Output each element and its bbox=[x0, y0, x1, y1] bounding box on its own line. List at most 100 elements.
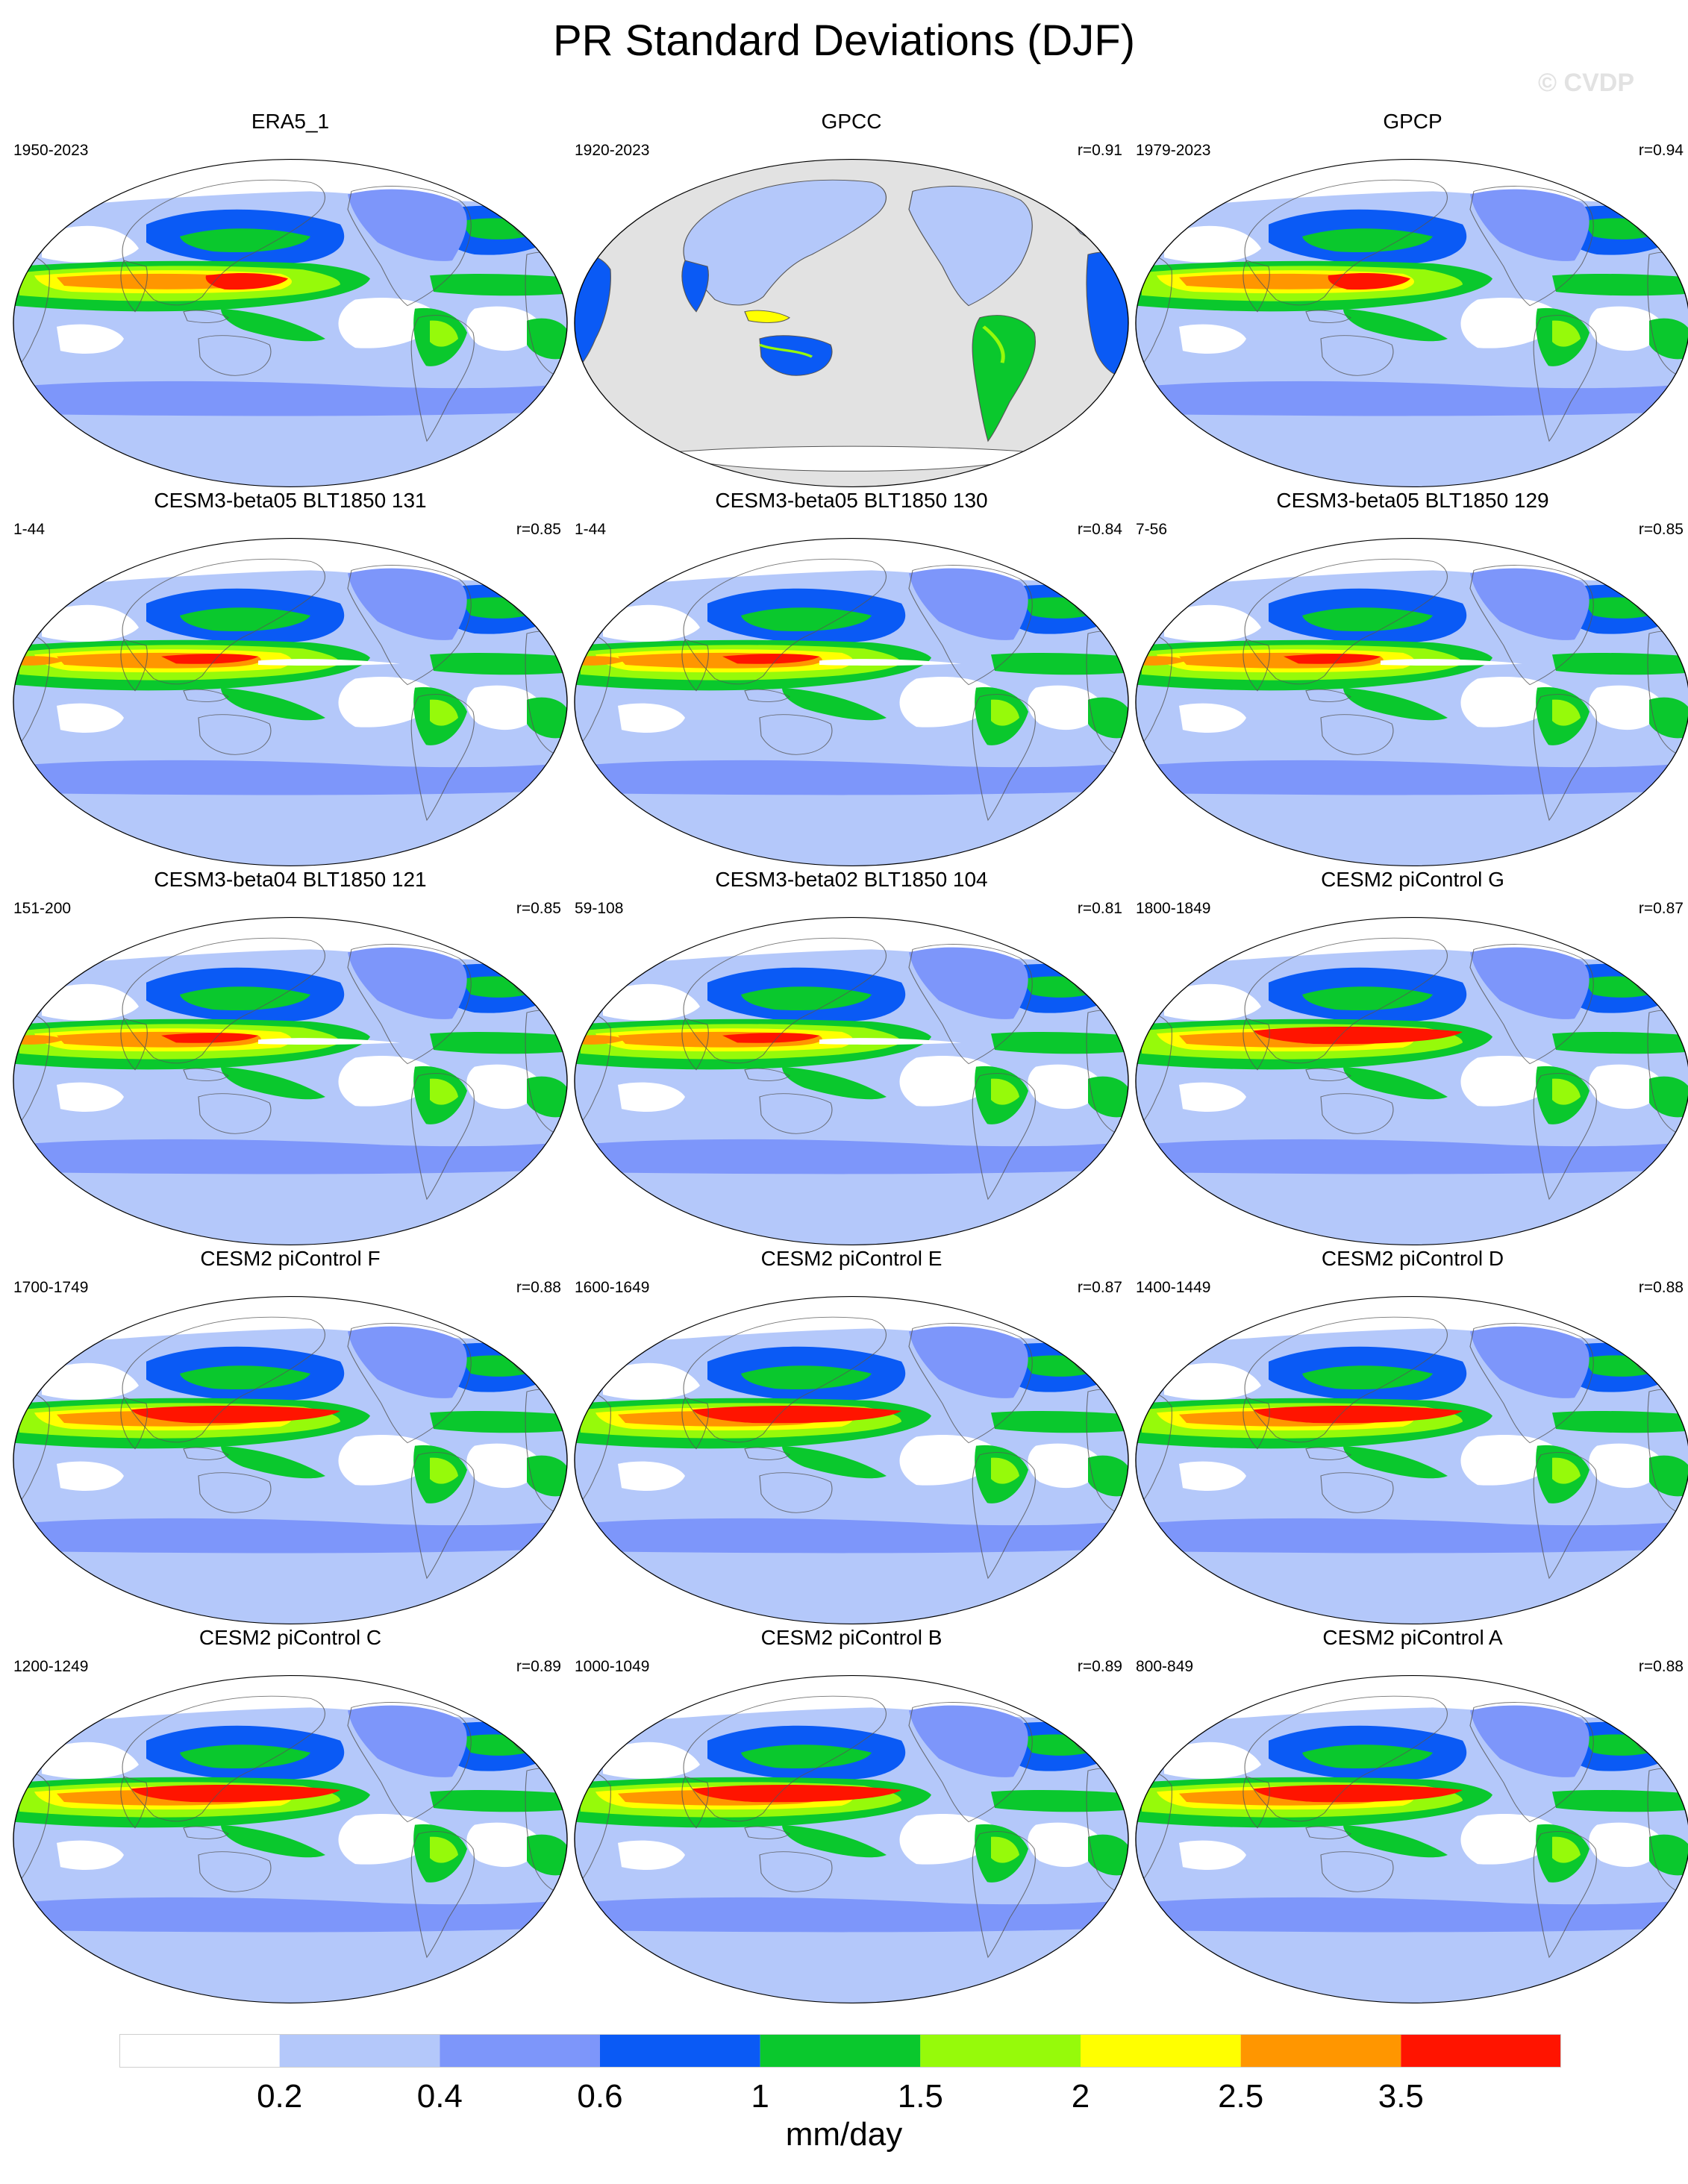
coastline-australia bbox=[198, 1093, 272, 1134]
coastline-asia bbox=[1244, 937, 1448, 1064]
map-plot bbox=[1135, 159, 1688, 487]
map-panel: CESM3-beta05 BLT1850 130 1-44 r=0.84 bbox=[573, 488, 1130, 876]
panel-correlation: r=0.89 bbox=[516, 1658, 561, 1675]
map-plot bbox=[1135, 917, 1688, 1245]
coastline-samerica bbox=[972, 1452, 1036, 1580]
colorbar-tick-label: 0.2 bbox=[257, 2078, 303, 2115]
map-plot bbox=[13, 1296, 568, 1624]
map-panel: CESM3-beta04 BLT1850 121 151-200 r=0.85 bbox=[12, 867, 569, 1255]
coastline-maritime bbox=[744, 1826, 790, 1839]
coastline-samerica bbox=[972, 694, 1036, 822]
coastline-asia bbox=[1244, 1695, 1448, 1822]
coastline-india bbox=[120, 1776, 148, 1829]
coastline-namerica bbox=[347, 565, 472, 686]
panel-title: GPCP bbox=[1383, 110, 1442, 133]
colorbar-tick-label: 2 bbox=[1071, 2078, 1090, 2115]
coastline-samerica bbox=[410, 1452, 475, 1580]
panel-title: CESM3-beta05 BLT1850 129 bbox=[1276, 489, 1549, 512]
coastline-asia bbox=[683, 937, 887, 1064]
coastline-maritime bbox=[1305, 1068, 1351, 1081]
panel-period: 1-44 bbox=[575, 521, 607, 538]
map-border bbox=[574, 1296, 1129, 1624]
coastline-australia bbox=[198, 714, 272, 755]
coastline-samerica bbox=[1533, 1073, 1597, 1201]
land-samerica bbox=[972, 315, 1036, 442]
panel-period: 800-849 bbox=[1136, 1658, 1194, 1675]
coastline-asia bbox=[122, 937, 325, 1064]
panel-title: CESM2 piControl C bbox=[199, 1626, 382, 1649]
panel-correlation: r=0.85 bbox=[1638, 521, 1684, 538]
panel-period: 1700-1749 bbox=[13, 1279, 89, 1296]
colorbar-swatch bbox=[279, 2034, 440, 2068]
panel-correlation: r=0.89 bbox=[1077, 1658, 1122, 1675]
map-plot bbox=[574, 159, 1129, 487]
coastline-namerica bbox=[908, 565, 1033, 686]
coastline-namerica bbox=[1469, 1702, 1594, 1823]
panel-period: 1800-1849 bbox=[1136, 900, 1211, 917]
map-border bbox=[1135, 1296, 1688, 1624]
map-plot bbox=[13, 917, 568, 1245]
coastline-namerica bbox=[347, 186, 472, 307]
panel-title: CESM2 piControl G bbox=[1321, 868, 1504, 891]
panel-period: 1000-1049 bbox=[575, 1658, 650, 1675]
coastline-australia bbox=[1320, 1093, 1394, 1134]
coastline-samerica bbox=[1533, 315, 1597, 442]
map-panel: CESM3-beta05 BLT1850 131 1-44 r=0.85 bbox=[12, 488, 569, 876]
coastline-maritime bbox=[183, 689, 229, 702]
panel-title: GPCC bbox=[821, 110, 882, 133]
coastline-namerica bbox=[1469, 186, 1594, 307]
coastline-australia bbox=[1320, 1851, 1394, 1892]
coastline-samerica bbox=[410, 1831, 475, 1959]
panel-period: 1600-1649 bbox=[575, 1279, 650, 1296]
map-plot bbox=[13, 538, 568, 866]
coastline-australia bbox=[759, 714, 833, 755]
map-panel: CESM3-beta02 BLT1850 104 59-108 r=0.81 bbox=[573, 867, 1130, 1255]
coastline-australia bbox=[198, 1472, 272, 1513]
coastline-namerica bbox=[908, 1323, 1033, 1444]
map-panel: CESM2 piControl D 1400-1449 r=0.88 bbox=[1134, 1246, 1688, 1634]
colorbar-tick-label: 2.5 bbox=[1218, 2078, 1264, 2115]
coastline-australia bbox=[198, 335, 272, 376]
panel-correlation: r=0.88 bbox=[516, 1279, 561, 1296]
coastline-australia bbox=[759, 1093, 833, 1134]
map-border bbox=[1135, 1675, 1688, 2003]
panel-period: 1950-2023 bbox=[13, 142, 89, 159]
colorbar-swatch bbox=[119, 2034, 280, 2068]
coastline-india bbox=[120, 1397, 148, 1450]
coastline-samerica bbox=[410, 1073, 475, 1201]
map-plot bbox=[574, 1296, 1129, 1624]
coastline-maritime bbox=[1305, 689, 1351, 702]
map-plot bbox=[13, 1675, 568, 2003]
colorbar-swatch bbox=[1401, 2034, 1561, 2068]
coastline-samerica bbox=[410, 694, 475, 822]
panel-title: CESM3-beta05 BLT1850 131 bbox=[154, 489, 427, 512]
panel-title: CESM3-beta04 BLT1850 121 bbox=[154, 868, 427, 891]
coastline-india bbox=[1242, 260, 1270, 313]
coastline-asia bbox=[683, 1695, 887, 1822]
coastline-australia bbox=[1320, 1472, 1394, 1513]
coastline-namerica bbox=[1469, 1323, 1594, 1444]
colorbar-swatch bbox=[600, 2034, 760, 2068]
coastline-maritime bbox=[1305, 1826, 1351, 1839]
panel-period: 1-44 bbox=[13, 521, 46, 538]
panel-title: CESM2 piControl E bbox=[760, 1247, 943, 1270]
coastline-maritime bbox=[183, 1826, 229, 1839]
coastline-maritime bbox=[183, 1068, 229, 1081]
colorbar-swatch bbox=[440, 2034, 600, 2068]
colorbar-unit: mm/day bbox=[785, 2116, 903, 2153]
coastline-india bbox=[1242, 1018, 1270, 1071]
panel-correlation: r=0.91 bbox=[1077, 142, 1122, 159]
map-panel: CESM2 piControl C 1200-1249 r=0.89 bbox=[12, 1625, 569, 2013]
panel-correlation: r=0.84 bbox=[1077, 521, 1122, 538]
map-border bbox=[13, 159, 568, 487]
coastline-india bbox=[120, 260, 148, 313]
coastline-asia bbox=[122, 179, 325, 306]
land-asia bbox=[683, 179, 887, 306]
coastline-maritime bbox=[744, 1068, 790, 1081]
coastline-asia bbox=[683, 1316, 887, 1443]
coastline-india bbox=[681, 1397, 709, 1450]
panel-title: CESM2 piControl D bbox=[1321, 1247, 1504, 1270]
map-plot bbox=[1135, 1296, 1688, 1624]
coastline-australia bbox=[1320, 714, 1394, 755]
panel-period: 1979-2023 bbox=[1136, 142, 1211, 159]
